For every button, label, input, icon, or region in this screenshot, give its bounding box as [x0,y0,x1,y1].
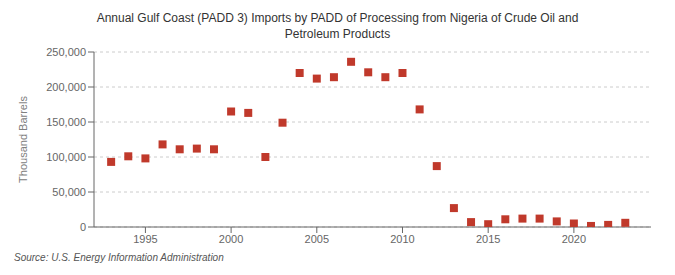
svg-text:100,000: 100,000 [46,151,86,163]
html-text:Petroleum Products: Petroleum Products [284,27,391,41]
svg-text:Thousand Barrels: Thousand Barrels [17,96,29,183]
svg-text:1995: 1995 [133,233,157,245]
svg-text:2005: 2005 [305,233,329,245]
svg-text:2015: 2015 [476,233,500,245]
html-text:Annual Gulf Coast (PADD 3) Imp: Annual Gulf Coast (PADD 3) Imports by PA… [96,11,579,25]
svg-text:2000: 2000 [219,233,243,245]
svg-text:2020: 2020 [562,233,586,245]
svg-text:0: 0 [80,221,86,233]
html-text:Source: U.S. Energy Informatio: Source: U.S. Energy Information Administ… [14,252,224,263]
svg-text:2010: 2010 [390,233,414,245]
svg-text:250,000: 250,000 [46,46,86,58]
svg-text:50,000: 50,000 [52,186,86,198]
svg-text:150,000: 150,000 [46,116,86,128]
svg-text:200,000: 200,000 [46,81,86,93]
